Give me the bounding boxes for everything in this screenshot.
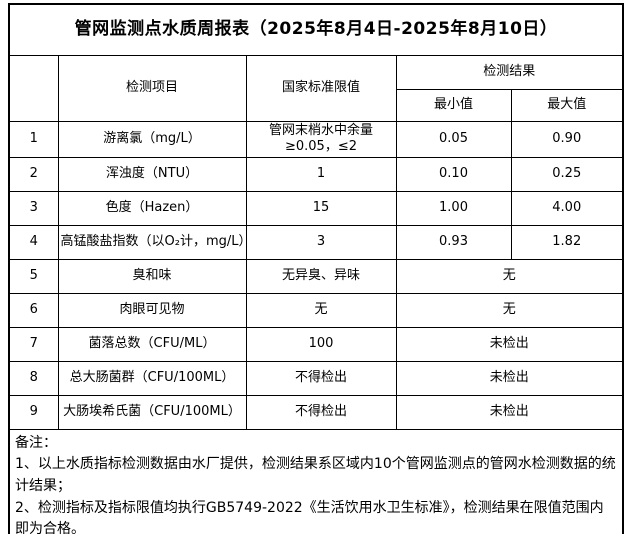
row-no: 5 [8, 258, 59, 294]
row-standard: 管网末梢水中余量≥0.05，≤2 [245, 121, 397, 158]
table-row: 6 肉眼可见物 无 无 [8, 292, 624, 328]
notes-label: 备注： [15, 434, 57, 451]
table-row: 4 高锰酸盐指数（以O₂计，mg/L） 3 0.93 1.82 [8, 224, 624, 260]
row-item: 臭和味 [57, 258, 247, 294]
row-min: 1.00 [395, 190, 512, 226]
header-max-cell: 最大值 [510, 89, 624, 122]
row-no: 8 [8, 360, 59, 396]
row-standard: 无 [245, 292, 397, 328]
report-title: 管网监测点水质周报表（2025年8月4日-2025年8月10日） [8, 3, 624, 56]
table-row: 5 臭和味 无异臭、异味 无 [8, 258, 624, 294]
header-item-cell: 检测项目 [57, 55, 247, 122]
table-row: 3 色度（Hazen） 15 1.00 4.00 [8, 190, 624, 226]
row-item: 浑浊度（NTU） [57, 156, 247, 192]
row-min: 0.10 [395, 156, 512, 192]
row-result: 未检出 [395, 326, 624, 362]
row-item: 高锰酸盐指数（以O₂计，mg/L） [57, 224, 247, 260]
row-min: 0.93 [395, 224, 512, 260]
row-no: 6 [8, 292, 59, 328]
header-min-cell: 最小值 [395, 89, 512, 122]
row-item: 肉眼可见物 [57, 292, 247, 328]
row-item: 游离氯（mg/L） [57, 121, 247, 158]
water-quality-table: 管网监测点水质周报表（2025年8月4日-2025年8月10日） 检测项目 国家… [8, 3, 624, 534]
row-item: 大肠埃希氏菌（CFU/100ML） [57, 394, 247, 430]
row-item: 色度（Hazen） [57, 190, 247, 226]
row-max: 1.82 [510, 224, 624, 260]
row-no: 9 [8, 394, 59, 430]
header-no-cell [8, 55, 59, 122]
row-standard: 不得检出 [245, 360, 397, 396]
row-no: 4 [8, 224, 59, 260]
row-no: 7 [8, 326, 59, 362]
row-standard: 1 [245, 156, 397, 192]
row-standard: 不得检出 [245, 394, 397, 430]
notes-line-1: 1、以上水质指标检测数据由水厂提供，检测结果系区域内10个管网监测点的管网水检测… [15, 456, 616, 494]
row-result: 未检出 [395, 394, 624, 430]
table-row: 9 大肠埃希氏菌（CFU/100ML） 不得检出 未检出 [8, 394, 624, 430]
row-result: 无 [395, 292, 624, 328]
row-max: 0.90 [510, 121, 624, 158]
row-standard: 15 [245, 190, 397, 226]
table-row: 8 总大肠菌群（CFU/100ML） 不得检出 未检出 [8, 360, 624, 396]
notes-cell: 备注： 1、以上水质指标检测数据由水厂提供，检测结果系区域内10个管网监测点的管… [8, 428, 624, 534]
row-item: 总大肠菌群（CFU/100ML） [57, 360, 247, 396]
row-standard: 100 [245, 326, 397, 362]
row-no: 2 [8, 156, 59, 192]
table-row: 7 菌落总数（CFU/ML） 100 未检出 [8, 326, 624, 362]
table-row: 1 游离氯（mg/L） 管网末梢水中余量≥0.05，≤2 0.05 0.90 [8, 121, 624, 158]
row-standard: 3 [245, 224, 397, 260]
row-max: 4.00 [510, 190, 624, 226]
table-row: 2 浑浊度（NTU） 1 0.10 0.25 [8, 156, 624, 192]
row-min: 0.05 [395, 121, 512, 158]
row-result: 未检出 [395, 360, 624, 396]
header-result-cell: 检测结果 [395, 55, 624, 90]
row-item: 菌落总数（CFU/ML） [57, 326, 247, 362]
row-result: 无 [395, 258, 624, 294]
notes-line-2: 2、检测指标及指标限值均执行GB5749-2022《生活饮用水卫生标准》，检测结… [15, 499, 604, 534]
header-standard-cell: 国家标准限值 [245, 55, 397, 122]
row-max: 0.25 [510, 156, 624, 192]
row-no: 3 [8, 190, 59, 226]
row-no: 1 [8, 121, 59, 158]
row-standard: 无异臭、异味 [245, 258, 397, 294]
